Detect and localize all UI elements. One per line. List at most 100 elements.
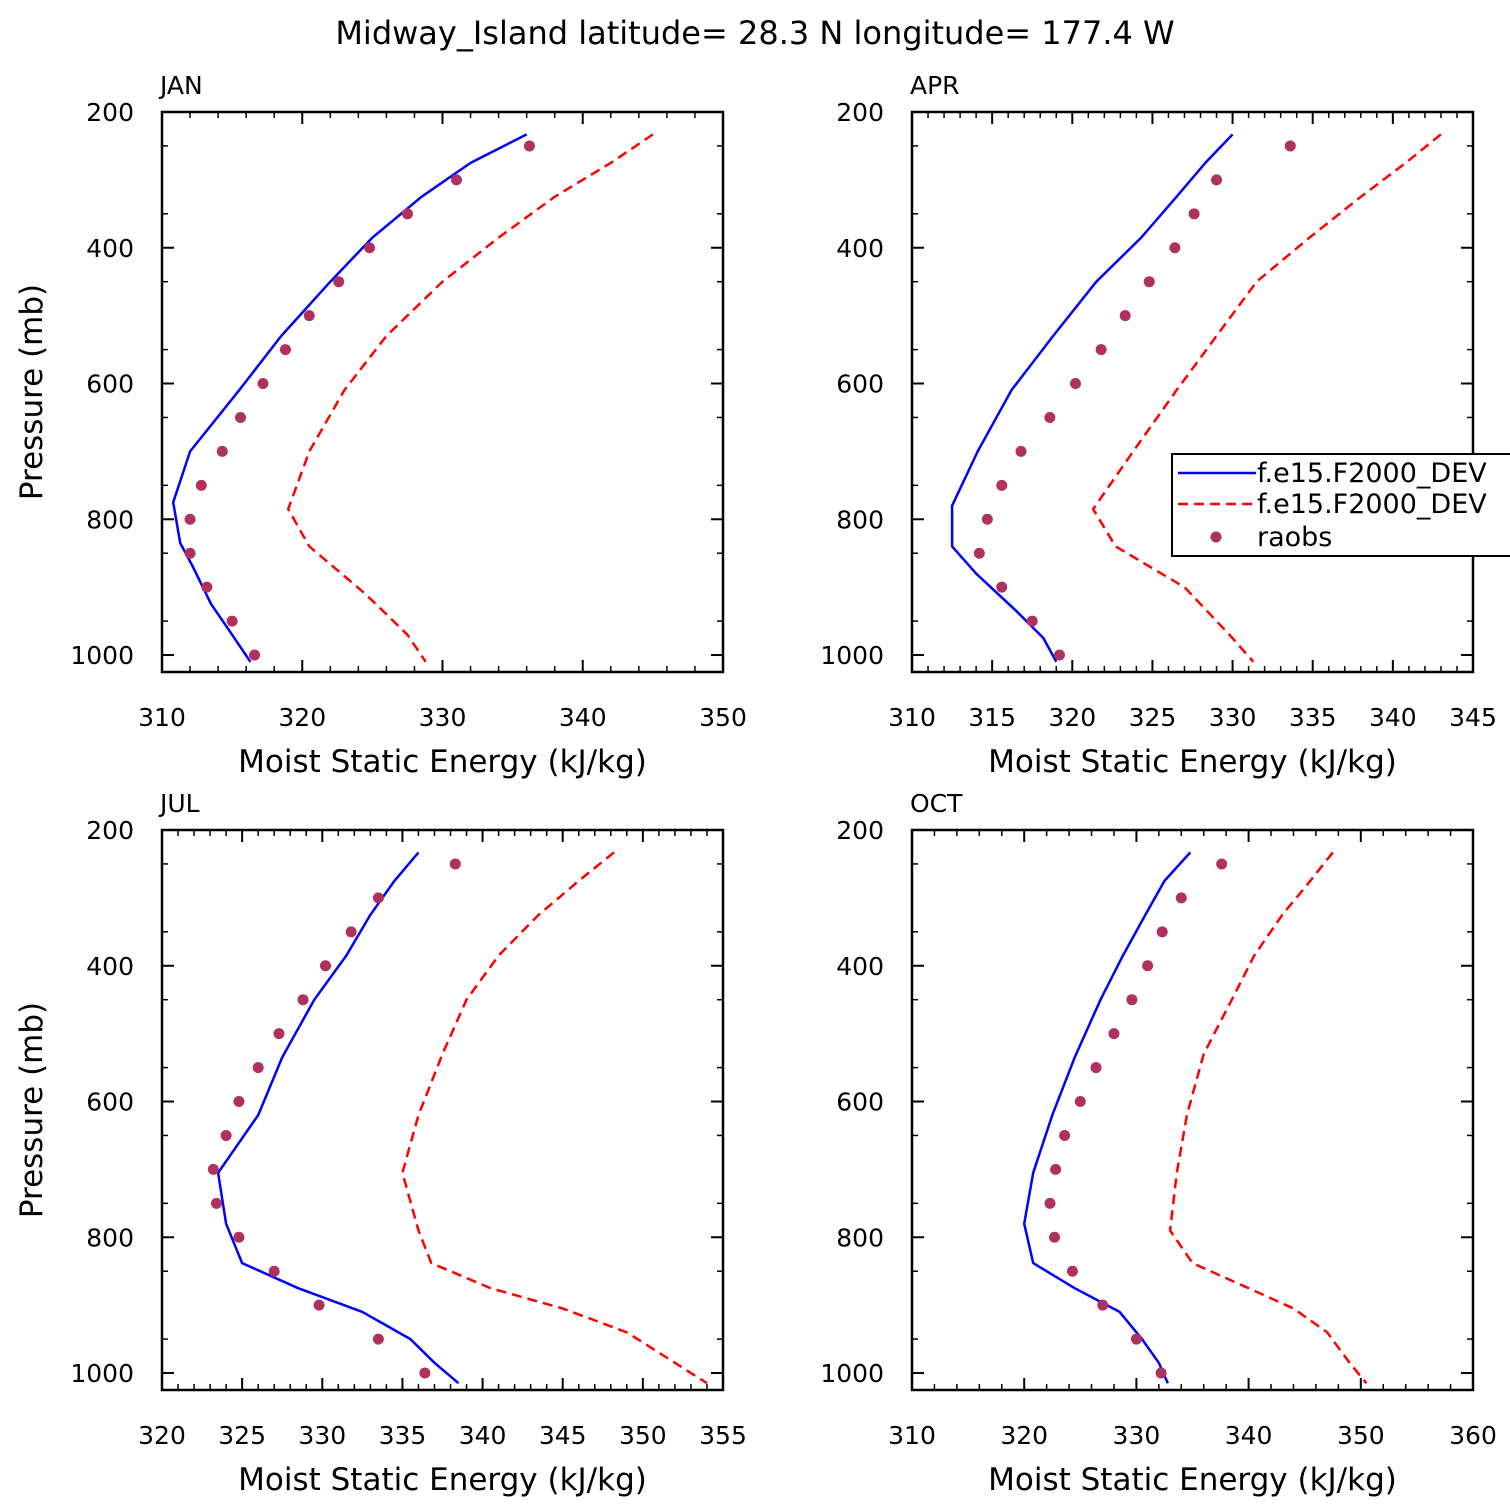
x-tick-label: 340: [559, 703, 607, 732]
raobs-point: [1066, 1265, 1078, 1277]
y-tick-label: 1000: [70, 1359, 134, 1388]
x-tick-label: 310: [888, 703, 936, 732]
legend-marker: [1210, 531, 1222, 543]
panel-label: OCT: [910, 789, 963, 818]
x-tick-label: 335: [379, 1421, 427, 1450]
x-tick-label: 345: [1449, 703, 1497, 732]
raobs-point: [1048, 1231, 1060, 1243]
x-tick-label: 350: [1337, 1421, 1385, 1450]
raobs-point: [1044, 1197, 1056, 1209]
raobs-point: [1015, 445, 1027, 457]
raobs-point: [201, 581, 213, 593]
y-tick-label: 400: [836, 234, 884, 263]
x-tick-label: 310: [888, 1421, 936, 1450]
raobs-point: [1130, 1333, 1142, 1345]
raobs-point: [233, 1096, 245, 1108]
y-tick-label: 400: [86, 952, 134, 981]
x-tick-label: 325: [1129, 703, 1177, 732]
raobs-point: [252, 1062, 264, 1074]
raobs-point: [1143, 276, 1155, 288]
raobs-point: [184, 513, 196, 525]
raobs-point: [235, 411, 247, 423]
x-axis-title: Moist Static Energy (kJ/kg): [238, 744, 647, 780]
y-tick-label: 200: [86, 98, 134, 127]
x-tick-label: 335: [1289, 703, 1337, 732]
x-tick-label: 320: [278, 703, 326, 732]
raobs-point: [523, 140, 535, 152]
x-tick-label: 345: [539, 1421, 587, 1450]
raobs-point: [401, 208, 413, 220]
raobs-point: [981, 513, 993, 525]
y-axis-title: Pressure (mb): [14, 284, 50, 500]
x-tick-label: 330: [298, 1421, 346, 1450]
raobs-point: [449, 858, 461, 870]
raobs-point: [313, 1299, 325, 1311]
raobs-point: [273, 1028, 285, 1040]
y-tick-label: 1000: [820, 1359, 884, 1388]
y-tick-label: 600: [836, 370, 884, 399]
raobs-point: [1211, 174, 1223, 186]
raobs-point: [996, 581, 1008, 593]
panel-jul: 320 325 330 335 340 345 350 355 200 400 600 800 1000…: [14, 789, 747, 1498]
y-tick-label: 200: [836, 816, 884, 845]
y-tick-label: 600: [86, 370, 134, 399]
raobs-point: [345, 926, 357, 938]
raobs-point: [1050, 1163, 1062, 1175]
raobs-point: [1155, 1367, 1167, 1379]
panel-label: APR: [910, 71, 960, 100]
raobs-point: [996, 479, 1008, 491]
plot-frame: [910, 828, 1475, 1392]
y-tick-label: 800: [836, 1223, 884, 1252]
y-tick-label: 1000: [820, 641, 884, 670]
raobs-point: [1142, 960, 1154, 972]
x-tick-label: 350: [619, 1421, 667, 1450]
x-tick-label: 330: [1113, 1421, 1161, 1450]
x-tick-label: 340: [1225, 1421, 1273, 1450]
raobs-point: [1090, 1062, 1102, 1074]
raobs-point: [1069, 378, 1081, 390]
raobs-point: [220, 1129, 232, 1141]
raobs-point: [1074, 1096, 1086, 1108]
series-line-dashed: [286, 133, 654, 663]
panel-oct: 310 320 330 340 350 360 200 400 600 800 1000 OCT Moi…: [820, 789, 1496, 1498]
raobs-point: [210, 1197, 222, 1209]
x-tick-label: 320: [1048, 703, 1096, 732]
x-tick-label: 315: [968, 703, 1016, 732]
series-line-dashed: [1091, 133, 1442, 663]
panel-label: JAN: [158, 71, 203, 100]
raobs-point: [226, 615, 238, 627]
panel-label: JUL: [158, 789, 200, 818]
y-tick-label: 600: [836, 1088, 884, 1117]
x-tick-label: 340: [459, 1421, 507, 1450]
raobs-point: [1169, 242, 1181, 254]
x-tick-label: 320: [1000, 1421, 1048, 1450]
raobs-point: [1044, 411, 1056, 423]
y-tick-label: 600: [86, 1088, 134, 1117]
raobs-point: [1119, 310, 1131, 322]
raobs-point: [257, 378, 269, 390]
legend-entry-label: raobs: [1257, 522, 1332, 553]
panel-jan: 310 320 330 340 350 200 400 600 800 1000 JAN Moist …: [14, 71, 747, 780]
raobs-point: [303, 310, 315, 322]
raobs-point: [279, 344, 291, 356]
raobs-point: [973, 547, 985, 559]
series-line-solid: [216, 851, 460, 1385]
legend-entry-label: f.e15.F2000_DEV: [1257, 489, 1487, 520]
raobs-point: [268, 1265, 280, 1277]
raobs-point: [372, 1333, 384, 1345]
raobs-point: [1156, 926, 1168, 938]
x-axis-title: Moist Static Energy (kJ/kg): [988, 744, 1397, 780]
raobs-point: [1059, 1129, 1071, 1141]
raobs-point: [1188, 208, 1200, 220]
y-tick-label: 800: [86, 505, 134, 534]
panel-apr: 310 315 320 325 330 335 340 345 200 400 600 800 1000…: [820, 71, 1496, 780]
plot-frame: [160, 110, 725, 674]
raobs-point: [207, 1163, 219, 1175]
raobs-point: [333, 276, 345, 288]
x-tick-label: 340: [1369, 703, 1417, 732]
y-tick-label: 200: [86, 816, 134, 845]
y-axis-title: Pressure (mb): [14, 1002, 50, 1218]
x-tick-label: 310: [138, 703, 186, 732]
